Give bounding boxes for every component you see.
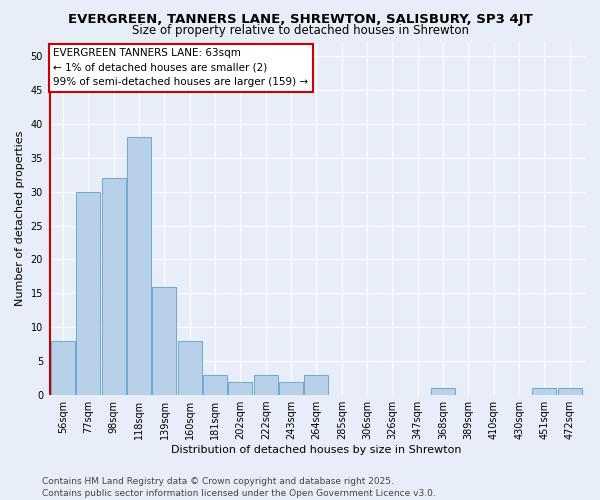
Bar (229, 382, 253, 395)
Bar (102, 178, 126, 395)
Bar (558, 388, 582, 395)
Bar (203, 374, 227, 395)
Text: EVERGREEN, TANNERS LANE, SHREWTON, SALISBURY, SP3 4JT: EVERGREEN, TANNERS LANE, SHREWTON, SALIS… (68, 12, 532, 26)
Bar (431, 388, 455, 395)
Bar (532, 388, 556, 395)
Bar (254, 374, 278, 395)
Bar (51, 341, 75, 395)
Bar (304, 374, 328, 395)
Bar (127, 138, 151, 395)
Bar (76, 192, 100, 395)
Text: EVERGREEN TANNERS LANE: 63sqm
← 1% of detached houses are smaller (2)
99% of sem: EVERGREEN TANNERS LANE: 63sqm ← 1% of de… (53, 48, 308, 88)
Bar (279, 382, 303, 395)
Bar (152, 286, 176, 395)
Text: Size of property relative to detached houses in Shrewton: Size of property relative to detached ho… (131, 24, 469, 37)
Bar (178, 341, 202, 395)
X-axis label: Distribution of detached houses by size in Shrewton: Distribution of detached houses by size … (171, 445, 462, 455)
Text: Contains HM Land Registry data © Crown copyright and database right 2025.
Contai: Contains HM Land Registry data © Crown c… (42, 476, 436, 498)
Y-axis label: Number of detached properties: Number of detached properties (15, 131, 25, 306)
